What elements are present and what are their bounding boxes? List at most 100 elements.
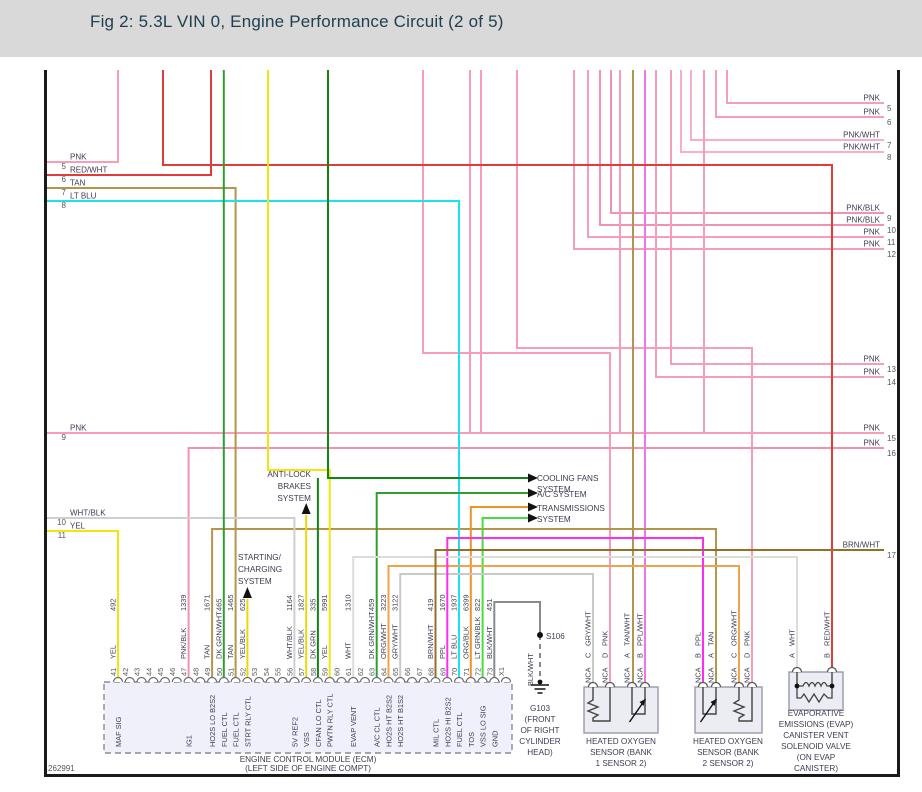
ecm-wire-color: DK GRN — [308, 630, 317, 659]
wire-dk-grn-wht — [375, 492, 528, 682]
ecm-pin-number: 43 — [133, 668, 142, 676]
ecm-wire-color: YEL/BLK — [238, 629, 247, 659]
ecm-wire-color: ORG/WHT — [379, 623, 388, 659]
frame-right — [897, 70, 900, 777]
ecm-pin-terminal — [430, 676, 441, 683]
evap-vent-valve-caption: CANISTER) — [794, 764, 838, 773]
ecm-pin-terminal — [312, 676, 324, 683]
ecm-pin-number: 68 — [427, 668, 436, 676]
ecm-wire-color: ORG/BLK — [461, 626, 470, 659]
terminal-wire-color: WHT — [788, 629, 797, 646]
ecm-pin-terminal — [489, 676, 500, 683]
right-ref-number: 7 — [887, 141, 892, 150]
right-ref-label: PNK — [864, 240, 881, 249]
ecm-pin-terminal — [359, 676, 371, 683]
right-ref-number: 13 — [887, 365, 896, 374]
wire-red — [162, 70, 833, 672]
ecm-circuit-number: 451 — [485, 599, 494, 611]
flow-arrow-icon — [528, 473, 538, 483]
ecm-pin-number: 72 — [474, 668, 483, 676]
ecm-pin-number: 45 — [156, 668, 165, 676]
right-ref-label: PNK — [864, 424, 881, 433]
g103-caption: CYLINDER — [519, 737, 560, 746]
ecm-pin-terminal — [183, 676, 194, 683]
evap-vent-valve-caption: EMISSIONS (EVAP) — [779, 720, 854, 729]
terminal-letter: B — [694, 653, 703, 658]
ecm-pin-number: 57 — [297, 668, 306, 676]
ecm-pin-function: HO2S HT B2S2 — [384, 695, 393, 747]
ecm-pin-terminal — [171, 676, 182, 683]
ecm-pin-terminal — [418, 676, 429, 683]
left-ref-number: 5 — [62, 162, 67, 171]
terminal-wire-color: TAN/WHT — [623, 612, 632, 646]
ecm-circuit-number: 419 — [426, 599, 435, 611]
ecm-pin-terminal — [112, 676, 124, 683]
ecm-pin-number: 53 — [250, 668, 259, 676]
heater-element-icon — [586, 687, 611, 722]
ho2s-bank2-box — [694, 686, 763, 734]
terminal-wire-color: ORG/WHT — [730, 610, 739, 646]
ecm-pin-number: 61 — [344, 668, 353, 676]
right-ref-label: PNK — [864, 108, 881, 117]
wire-pnk — [587, 70, 884, 238]
right-ref-label: PNK — [864, 94, 881, 103]
ecm-pin-terminal — [406, 676, 418, 683]
ecm-pin-number: 42 — [121, 668, 130, 676]
right-ref-label: PNK — [864, 368, 881, 377]
wire-pnk — [670, 70, 884, 365]
ecm-pin-terminal — [148, 676, 159, 683]
right-ref-number: 8 — [887, 153, 892, 162]
wire-pnk-blk — [599, 70, 884, 226]
ecm-pin-terminal — [465, 676, 476, 683]
coil-resistor-icon — [796, 686, 833, 704]
ecm-x1-label: X1 — [497, 667, 506, 676]
ecm-pin-terminal — [348, 676, 359, 683]
ho2s-bank1-terminal — [587, 681, 599, 688]
system-label-starting-charging: STARTING/ — [238, 553, 282, 562]
solenoid-coil-icon — [797, 681, 832, 688]
ecm-pin-terminal — [324, 676, 335, 683]
ecm-circuit-number: 1465 — [226, 595, 235, 611]
terminal-letter: B — [636, 653, 645, 658]
ecm-pin-terminal — [453, 676, 465, 683]
right-ref-label: PNK/BLK — [846, 204, 880, 213]
terminal-nca: NCA — [743, 667, 752, 683]
right-ref-number: 6 — [887, 118, 892, 127]
ecm-wire-color: DK GRN/WHT — [367, 611, 376, 659]
wire-lt-grn-blk — [481, 517, 528, 682]
ecm-circuit-number: 1164 — [285, 595, 294, 611]
ho2s-bank2-terminal — [697, 681, 709, 688]
right-ref-label: BRN/WHT — [843, 541, 880, 550]
ho2s-bank1-caption: HEATED OXYGEN — [586, 737, 656, 746]
right-ref-number: 11 — [887, 238, 896, 247]
system-label-transmissions: SYSTEM — [537, 515, 571, 524]
ho2s-bank1-terminal — [639, 681, 651, 688]
terminal-letter: B — [823, 653, 832, 658]
ecm-pin-function: FUEL CTL — [232, 712, 241, 747]
title-bar: Fig 2: 5.3L VIN 0, Engine Performance Ci… — [0, 0, 922, 57]
ecm-pin-number: 46 — [168, 668, 177, 676]
ecm-wire-color: WHT/BLK — [285, 626, 294, 659]
system-label-anti-lock-brakes: BRAKES — [278, 482, 312, 491]
evap-vent-valve-caption: SOLENOID VALVE — [781, 742, 851, 751]
wire-tan — [211, 528, 717, 687]
ecm-pin-terminal — [383, 676, 394, 683]
terminal-letter: C — [584, 652, 593, 658]
ecm-pin-function: 5V REF2 — [290, 717, 299, 747]
wire-yel — [47, 530, 119, 682]
wire-pnk-blk — [610, 70, 884, 214]
ecm-pin-terminal — [159, 676, 171, 683]
left-ref-label: PNK — [70, 153, 87, 162]
g103-caption: HEAD) — [527, 748, 553, 757]
terminal-nca: NCA — [601, 667, 610, 683]
right-ref-number: 12 — [887, 250, 896, 259]
ecm-pin-terminal — [277, 676, 288, 683]
ecm-pin-terminal — [301, 676, 312, 683]
wire-brn-wht — [434, 549, 884, 682]
ecm-pin-terminal — [289, 676, 300, 683]
ecm-pin-number: 73 — [485, 668, 494, 676]
ecm-pin-number: 50 — [215, 668, 224, 676]
wire-pnk — [715, 70, 884, 118]
ecm-pin-function: TOS — [467, 732, 476, 747]
